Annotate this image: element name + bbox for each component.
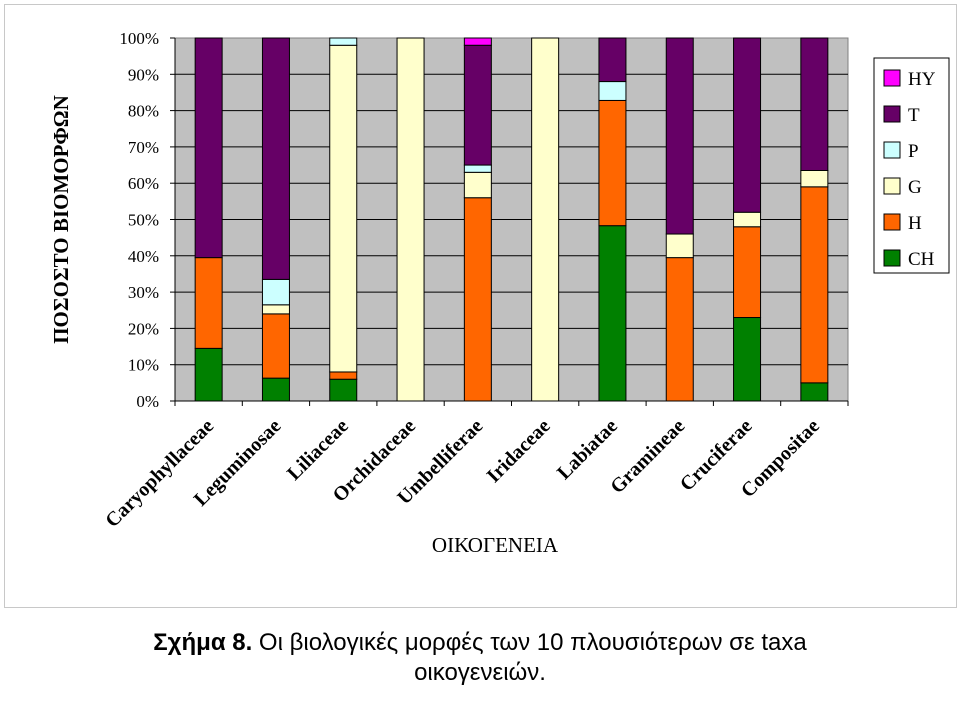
bar-segment-p xyxy=(598,81,627,101)
y-tick-label: 0% xyxy=(136,392,159,411)
bar-segment-g xyxy=(396,37,425,402)
bar-segment-h xyxy=(261,313,290,379)
bar-segment-ch xyxy=(800,382,829,402)
figure-caption: Σχήμα 8. Οι βιολογικές μορφές των 10 πλο… xyxy=(0,628,960,688)
y-tick-label: 100% xyxy=(119,29,159,48)
legend-label-p: P xyxy=(908,141,919,162)
bar-segment-ch xyxy=(598,225,627,402)
y-tick-label: 30% xyxy=(128,283,159,302)
caption-text-1: Οι βιολογικές μορφές των 10 πλουσιότερων… xyxy=(252,629,807,656)
caption-line-1: Σχήμα 8. Οι βιολογικές μορφές των 10 πλο… xyxy=(0,628,960,658)
stacked-bar-chart: 0% 10% 20% 30% 40% 50% 60% 70% 80% 90% 100% Caryoph… xyxy=(49,29,950,557)
bar-segment-g xyxy=(733,211,762,228)
bar-segment-g xyxy=(800,169,829,188)
bar-segment-p xyxy=(463,164,492,173)
bar-segment-hy xyxy=(463,37,492,46)
bar-segment-g xyxy=(463,171,492,199)
bar-segment-ch xyxy=(194,347,223,402)
bar-segment-p xyxy=(329,37,358,46)
bar-segment-ch xyxy=(261,377,290,402)
y-tick-label: 70% xyxy=(128,138,159,157)
legend-swatch-ch xyxy=(883,249,901,267)
x-axis-title: ΟΙΚΟΓΕΝΕΙΑ xyxy=(432,533,559,557)
bar-segment-g xyxy=(665,233,694,259)
bar-segment-h xyxy=(463,197,492,402)
x-category-label: Caryophyllaceae xyxy=(101,415,218,532)
bar-segment-h xyxy=(733,226,762,319)
bar-segment-t xyxy=(598,37,627,83)
bar-segment-p xyxy=(261,278,290,306)
y-tick-label: 60% xyxy=(128,174,159,193)
legend-label-ch: CH xyxy=(908,249,935,270)
legend-box xyxy=(873,57,950,274)
caption-text-2: οικογενειών. xyxy=(414,659,546,686)
y-tick-label: 40% xyxy=(128,247,159,266)
bar-segment-t xyxy=(463,44,492,166)
bar-segment-ch xyxy=(329,378,358,402)
bar-segment-g xyxy=(531,37,560,402)
bar-segment-t xyxy=(800,37,829,171)
legend-label-hy: HY xyxy=(908,69,936,90)
x-category-label: Liliaceae xyxy=(283,415,353,485)
bar-segment-h xyxy=(194,257,223,349)
bar-segment-t xyxy=(733,37,762,213)
y-tick-label: 20% xyxy=(128,319,159,338)
y-tick-label: 80% xyxy=(128,102,159,121)
legend-swatch-g xyxy=(883,177,901,195)
bar-segment-ch xyxy=(733,317,762,402)
legend-swatch-h xyxy=(883,213,901,231)
y-tick-label: 90% xyxy=(128,65,159,84)
caption-label: Σχήμα 8. xyxy=(153,629,253,656)
bar-segment-h xyxy=(598,99,627,227)
bar-segment-h xyxy=(329,371,358,380)
bar-segment-t xyxy=(261,37,290,280)
bar-segment-g xyxy=(261,304,290,315)
legend-swatch-p xyxy=(883,141,901,159)
bar-segment-g xyxy=(329,44,358,373)
bar-segment-t xyxy=(665,37,694,235)
bar-segment-h xyxy=(665,257,694,402)
x-category-label: Labiatae xyxy=(553,415,622,484)
x-category-label: Iridaceae xyxy=(483,415,555,487)
legend-label-h: H xyxy=(908,213,922,234)
legend-swatch-hy xyxy=(883,69,901,87)
y-tick-label: 50% xyxy=(128,211,159,230)
legend-label-g: G xyxy=(908,177,922,198)
bar-segment-t xyxy=(194,37,223,259)
legend-swatch-t xyxy=(883,105,901,123)
y-axis-title: ΠΟΣΟΣΤΟ ΒΙΟΜΟΡΦΩΝ xyxy=(49,95,73,344)
legend-label-t: T xyxy=(908,105,920,126)
y-tick-label: 10% xyxy=(128,356,159,375)
bar-segment-h xyxy=(800,186,829,384)
